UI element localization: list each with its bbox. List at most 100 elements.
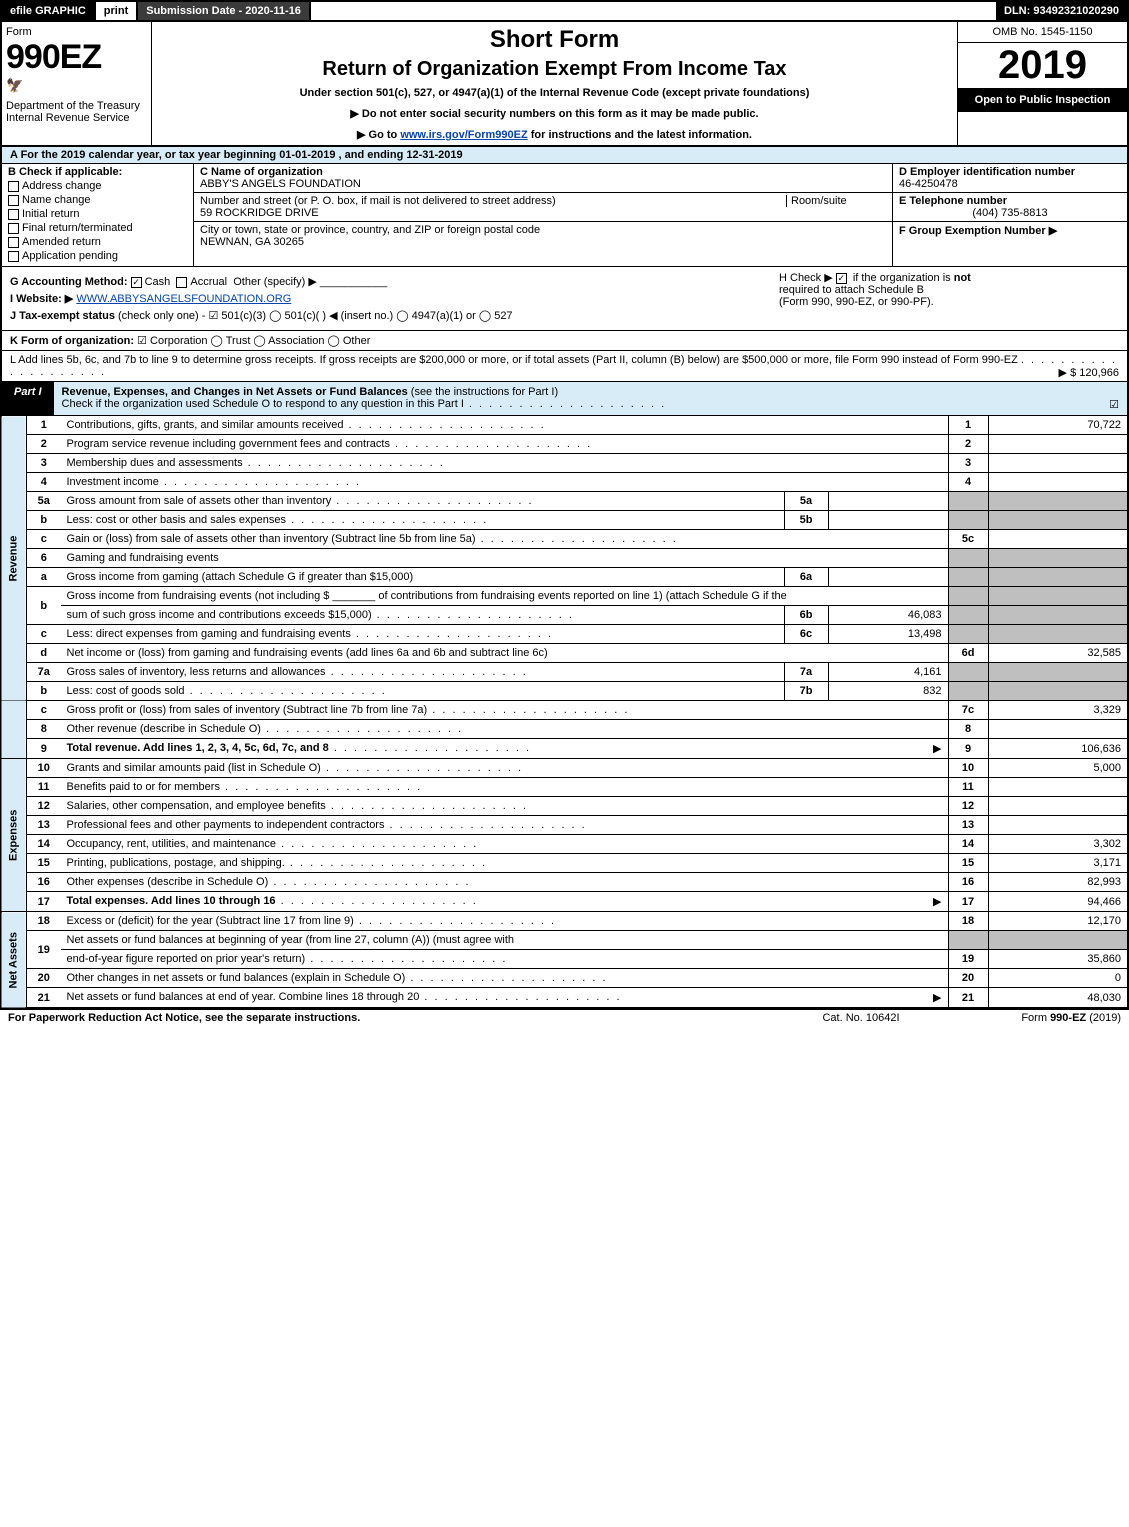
h-t1: H Check ▶ <box>779 272 836 284</box>
i-line: I Website: ▶ WWW.ABBYSANGELSFOUNDATION.O… <box>10 292 779 305</box>
f-label: F Group Exemption Number ▶ <box>899 225 1057 237</box>
g-line: G Accounting Method: ✓Cash Accrual Other… <box>10 275 779 288</box>
cat-no: Cat. No. 10642I <box>781 1012 941 1024</box>
omb-number: OMB No. 1545-1150 <box>958 22 1127 43</box>
k-rest: ☑ Corporation ◯ Trust ◯ Association ◯ Ot… <box>134 335 370 347</box>
d-label: D Employer identification number <box>899 166 1075 178</box>
line-rnum: 1 <box>948 416 988 435</box>
part1-table: Revenue 1 Contributions, gifts, grants, … <box>0 416 1129 1009</box>
table-row: cLess: direct expenses from gaming and f… <box>1 625 1128 644</box>
ghij-block: G Accounting Method: ✓Cash Accrual Other… <box>0 267 1129 331</box>
table-row: 12Salaries, other compensation, and empl… <box>1 797 1128 816</box>
website-link[interactable]: WWW.ABBYSANGELSFOUNDATION.ORG <box>76 293 291 305</box>
table-row: 9Total revenue. Add lines 1, 2, 3, 4, 5c… <box>1 739 1128 759</box>
chk-amended-return[interactable]: Amended return <box>8 236 187 248</box>
table-row: dNet income or (loss) from gaming and fu… <box>1 644 1128 663</box>
c-city-label: City or town, state or province, country… <box>200 224 540 236</box>
form-header: Form 990EZ 🦅 Department of the Treasury … <box>0 22 1129 147</box>
expenses-side-label: Expenses <box>1 759 27 912</box>
row-k: K Form of organization: ☑ Corporation ◯ … <box>0 331 1129 351</box>
table-row: cGain or (loss) from sale of assets othe… <box>1 530 1128 549</box>
chk-accrual[interactable] <box>176 277 187 288</box>
goto-line: ▶ Go to www.irs.gov/Form990EZ for instru… <box>160 128 949 141</box>
irs-label: Internal Revenue Service <box>6 112 147 124</box>
c-city-cell: City or town, state or province, country… <box>194 222 892 250</box>
chk-address-change[interactable]: Address change <box>8 180 187 192</box>
chk-initial-return[interactable]: Initial return <box>8 208 187 220</box>
table-row: 11Benefits paid to or for members11 <box>1 778 1128 797</box>
g-other: Other (specify) ▶ <box>233 276 317 288</box>
form-ref: Form 990-EZ (2019) <box>941 1012 1121 1024</box>
h-not: not <box>954 272 971 284</box>
l-text: L Add lines 5b, 6c, and 7b to line 9 to … <box>10 354 1018 366</box>
form-number: 990EZ <box>6 38 147 77</box>
c-addr-cell: Number and street (or P. O. box, if mail… <box>194 193 892 222</box>
part1-title: Revenue, Expenses, and Changes in Net As… <box>62 386 408 398</box>
ein-value: 46-4250478 <box>899 178 958 190</box>
org-address: 59 ROCKRIDGE DRIVE <box>200 207 319 219</box>
c-addr-label: Number and street (or P. O. box, if mail… <box>200 195 556 207</box>
line-val: 70,722 <box>988 416 1128 435</box>
chk-cash[interactable]: ✓ <box>131 277 142 288</box>
h-t3: required to attach Schedule B <box>779 284 924 296</box>
table-row: aGross income from gaming (attach Schedu… <box>1 568 1128 587</box>
part1-title2: (see the instructions for Part I) <box>408 386 558 398</box>
line-desc: Contributions, gifts, grants, and simila… <box>67 419 546 431</box>
table-row: 21Net assets or fund balances at end of … <box>1 988 1128 1009</box>
table-row: Expenses10Grants and similar amounts pai… <box>1 759 1128 778</box>
table-row: 13Professional fees and other payments t… <box>1 816 1128 835</box>
table-row: 15Printing, publications, postage, and s… <box>1 854 1128 873</box>
h-t4: (Form 990, 990-EZ, or 990-PF). <box>779 296 934 308</box>
j-label: J Tax-exempt status <box>10 310 115 322</box>
k-label: K Form of organization: <box>10 335 134 347</box>
org-name: ABBY'S ANGELS FOUNDATION <box>200 178 361 190</box>
room-suite-label: Room/suite <box>786 195 886 207</box>
part1-tag: Part I <box>2 382 54 415</box>
revenue-side-label: Revenue <box>1 416 27 701</box>
table-row: 4Investment income4 <box>1 473 1128 492</box>
chk-final-return[interactable]: Final return/terminated <box>8 222 187 234</box>
short-form-title: Short Form <box>160 26 949 54</box>
dept-label: Department of the Treasury <box>6 100 147 112</box>
line-num: 1 <box>27 416 61 435</box>
top-bar: efile GRAPHIC print Submission Date - 20… <box>0 0 1129 22</box>
g-label: G Accounting Method: <box>10 276 128 288</box>
i-label: I Website: ▶ <box>10 293 73 305</box>
tax-year: 2019 <box>958 43 1127 88</box>
b-label: B Check if applicable: <box>8 166 122 178</box>
print-button[interactable]: print <box>96 2 138 20</box>
part1-header: Part I Revenue, Expenses, and Changes in… <box>0 382 1129 416</box>
chk-name-change[interactable]: Name change <box>8 194 187 206</box>
table-row: 14Occupancy, rent, utilities, and mainte… <box>1 835 1128 854</box>
org-city: NEWNAN, GA 30265 <box>200 236 304 248</box>
irs-link[interactable]: www.irs.gov/Form990EZ <box>400 129 527 141</box>
open-to-public: Open to Public Inspection <box>958 88 1127 112</box>
part1-check-text: Check if the organization used Schedule … <box>62 398 464 410</box>
h-t2: if the organization is <box>850 272 954 284</box>
table-row: 16Other expenses (describe in Schedule O… <box>1 873 1128 892</box>
table-row: 17Total expenses. Add lines 10 through 1… <box>1 892 1128 912</box>
chk-application-pending[interactable]: Application pending <box>8 250 187 262</box>
irs-seal-icon: 🦅 <box>6 77 147 94</box>
table-row: bLess: cost or other basis and sales exp… <box>1 511 1128 530</box>
j-line: J Tax-exempt status (check only one) - ☑… <box>10 309 779 322</box>
under-section-text: Under section 501(c), 527, or 4947(a)(1)… <box>160 87 949 99</box>
part1-checkmark[interactable]: ☑ <box>1109 398 1119 411</box>
table-row: Revenue 1 Contributions, gifts, grants, … <box>1 416 1128 435</box>
page-footer: For Paperwork Reduction Act Notice, see … <box>0 1009 1129 1026</box>
table-row: bLess: cost of goods sold7b832 <box>1 682 1128 701</box>
row-l: L Add lines 5b, 6c, and 7b to line 9 to … <box>0 351 1129 382</box>
table-row: 8Other revenue (describe in Schedule O)8 <box>1 720 1128 739</box>
chk-h[interactable]: ✓ <box>836 273 847 284</box>
table-row: 20Other changes in net assets or fund ba… <box>1 969 1128 988</box>
form-title: Return of Organization Exempt From Incom… <box>160 58 949 81</box>
table-row: bGross income from fundraising events (n… <box>1 587 1128 606</box>
paperwork-notice: For Paperwork Reduction Act Notice, see … <box>8 1012 781 1024</box>
h-block: H Check ▶ ✓ if the organization is not r… <box>779 271 1119 326</box>
table-row: 3Membership dues and assessments3 <box>1 454 1128 473</box>
goto-post: for instructions and the latest informat… <box>528 129 752 141</box>
submission-date: Submission Date - 2020-11-16 <box>138 2 311 20</box>
e-label: E Telephone number <box>899 195 1007 207</box>
no-ssn-warning: ▶ Do not enter social security numbers o… <box>160 107 949 120</box>
table-row: 5aGross amount from sale of assets other… <box>1 492 1128 511</box>
